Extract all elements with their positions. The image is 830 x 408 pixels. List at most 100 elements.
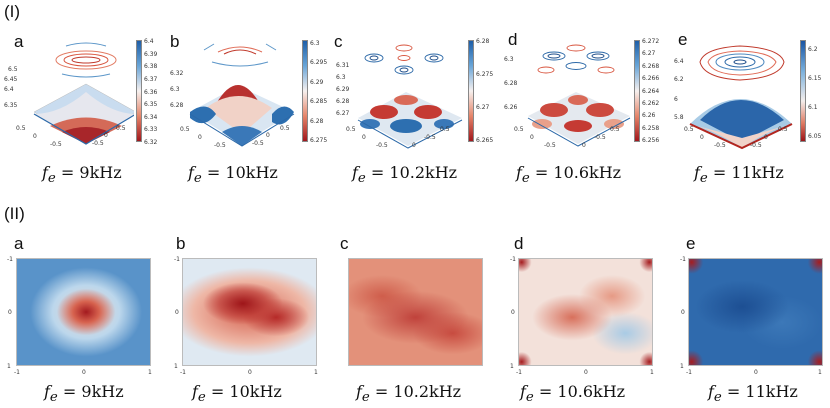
caption-sub-Ic: e bbox=[357, 171, 366, 187]
caption-sub-Ie: e bbox=[699, 171, 708, 187]
axis-IId-1: 0 bbox=[511, 309, 515, 316]
cbar-tick-Id-4: 6.264 bbox=[642, 87, 660, 95]
axis-IIb-0: -1 bbox=[174, 256, 180, 263]
ytick-Id-0: 6.3 bbox=[504, 56, 514, 63]
caption-Ia: fe = 9kHz bbox=[42, 163, 122, 186]
ytick-Ia-2: 6.4 bbox=[4, 86, 14, 93]
axis-IIb-2: 1 bbox=[174, 363, 178, 370]
contour-lines-Ie bbox=[699, 45, 785, 81]
cbar-tick-Id-3: 6.266 bbox=[642, 75, 660, 83]
cbar-tick-Ia-8: 6.32 bbox=[144, 139, 158, 146]
caption-value-IIc: = 10.2kHz bbox=[374, 382, 462, 401]
caption-sub-Ia: e bbox=[47, 171, 56, 187]
caption-IIb: fe = 10kHz bbox=[192, 382, 282, 405]
panel-letter-IIb: b bbox=[176, 234, 186, 253]
xtick-Id-4: -0.5 bbox=[594, 134, 606, 141]
axis-IIb-3: -1 bbox=[180, 369, 186, 376]
caption-sub-IIa: e bbox=[49, 390, 58, 406]
xtick-Id-0: 0.5 bbox=[514, 126, 524, 133]
xtick-Ic-2: -0.5 bbox=[376, 142, 388, 149]
caption-sub-IIe: e bbox=[713, 390, 722, 406]
cbar-tick-Ia-6: 6.34 bbox=[144, 113, 158, 121]
colorbar-ticks-Id: 6.272 6.27 6.268 6.266 6.264 6.262 6.26 … bbox=[642, 38, 659, 144]
cbar-tick-Ib-0: 6.3 bbox=[310, 40, 320, 47]
xtick-Ia-3: -0.5 bbox=[92, 140, 104, 147]
axis-IId-4: 0 bbox=[584, 369, 588, 376]
axis-IId-2: 1 bbox=[510, 363, 514, 370]
surface-plot-Ie bbox=[689, 45, 793, 150]
caption-value-Ie: = 11kHz bbox=[712, 163, 784, 182]
panel-letter-Ia: a bbox=[14, 32, 24, 51]
axis-IIa-5: 1 bbox=[148, 369, 152, 376]
ytick-Ie-2: 6 bbox=[674, 96, 678, 103]
axis-IId-5: 1 bbox=[650, 369, 654, 376]
xtick-Ie-0: 0.5 bbox=[684, 126, 694, 133]
ytick-Id-1: 6.28 bbox=[504, 80, 518, 87]
contour-lines-Ib bbox=[203, 43, 277, 67]
heatmap-IIc bbox=[348, 258, 483, 366]
xtick-Ia-1: 0 bbox=[33, 133, 37, 140]
xtick-Ie-1: 0 bbox=[700, 134, 704, 141]
xtick-Id-1: 0 bbox=[530, 134, 534, 141]
axis-IIb-5: 1 bbox=[314, 369, 318, 376]
section-label-2: (II) bbox=[4, 204, 25, 223]
cbar-tick-Id-8: 6.256 bbox=[642, 137, 660, 144]
caption-var-IId: f bbox=[520, 382, 526, 401]
cbar-tick-Id-6: 6.26 bbox=[642, 112, 656, 120]
axis-IIe-2: 1 bbox=[680, 363, 684, 370]
axis-IIa-4: 0 bbox=[82, 369, 86, 376]
colorbar-Ib bbox=[302, 40, 308, 142]
cbar-tick-Ia-7: 6.33 bbox=[144, 126, 158, 134]
xtick-Ic-0: 0.5 bbox=[346, 126, 356, 133]
panel-letter-Id: d bbox=[508, 30, 518, 49]
axis-IId-3: -1 bbox=[516, 369, 522, 376]
axis-IIa-1: 0 bbox=[8, 309, 12, 316]
cbar-tick-Ic-0: 6.28 bbox=[476, 38, 490, 45]
caption-value-IId: = 10.6kHz bbox=[538, 382, 626, 401]
caption-IIe: fe = 11kHz bbox=[708, 382, 798, 405]
caption-var-Ia: f bbox=[42, 163, 48, 182]
caption-value-IIe: = 11kHz bbox=[726, 382, 798, 401]
xtick-Ie-2: -0.5 bbox=[714, 142, 726, 149]
panel-letter-IIc: c bbox=[340, 234, 349, 253]
axis-IIe-5: 1 bbox=[818, 369, 822, 376]
surface-plot-Id bbox=[527, 44, 631, 147]
colorbar-Id bbox=[634, 40, 640, 142]
caption-sub-Id: e bbox=[521, 171, 530, 187]
colorbar-ticks-Ic: 6.28 6.275 6.27 6.265 bbox=[476, 38, 493, 144]
cbar-tick-Ib-2: 6.29 bbox=[310, 78, 324, 86]
xtick-Id-5: 0.5 bbox=[610, 126, 620, 133]
cbar-tick-Ie-1: 6.15 bbox=[808, 75, 822, 82]
xtick-Ic-5: 0.5 bbox=[440, 126, 450, 133]
xtick-Ia-2: -0.5 bbox=[50, 141, 62, 148]
axis-IIe-3: -1 bbox=[686, 369, 692, 376]
caption-sub-IIc: e bbox=[361, 390, 370, 406]
heatmap-IIe bbox=[688, 258, 823, 366]
panel-letter-Ib: b bbox=[170, 32, 180, 51]
caption-value-Ia: = 9kHz bbox=[60, 163, 122, 182]
xtick-Ie-3: -0.5 bbox=[750, 142, 762, 149]
contour-lines-Id bbox=[537, 44, 615, 74]
caption-var-IIe: f bbox=[708, 382, 714, 401]
axis-IIb-1: 0 bbox=[175, 309, 179, 316]
cbar-tick-Id-0: 6.272 bbox=[642, 38, 660, 45]
heatmap-IIb bbox=[182, 258, 317, 366]
ytick-Ib-2: 6.28 bbox=[170, 102, 184, 109]
xtick-Id-2: -0.5 bbox=[544, 142, 556, 149]
caption-var-IIa: f bbox=[44, 382, 50, 401]
caption-var-Ib: f bbox=[188, 163, 194, 182]
cbar-tick-Ic-2: 6.27 bbox=[476, 104, 490, 111]
ytick-Ib-1: 6.3 bbox=[170, 86, 180, 93]
cbar-tick-Ic-1: 6.275 bbox=[476, 71, 494, 78]
cbar-tick-Ia-4: 6.36 bbox=[144, 88, 158, 96]
ytick-Ie-0: 6.4 bbox=[674, 58, 684, 65]
cbar-tick-Ie-2: 6.1 bbox=[808, 104, 818, 111]
cbar-tick-Ib-3: 6.285 bbox=[310, 98, 328, 106]
caption-Ib: fe = 10kHz bbox=[188, 163, 278, 186]
cbar-tick-Id-1: 6.27 bbox=[642, 50, 656, 58]
cbar-tick-Ic-3: 6.265 bbox=[476, 137, 494, 144]
ytick-Ib-0: 6.32 bbox=[170, 70, 184, 77]
colorbar-ticks-Ib: 6.3 6.295 6.29 6.285 6.28 6.275 bbox=[310, 40, 327, 144]
caption-sub-Ib: e bbox=[193, 171, 202, 187]
xtick-Ib-3: -0.5 bbox=[252, 140, 264, 147]
